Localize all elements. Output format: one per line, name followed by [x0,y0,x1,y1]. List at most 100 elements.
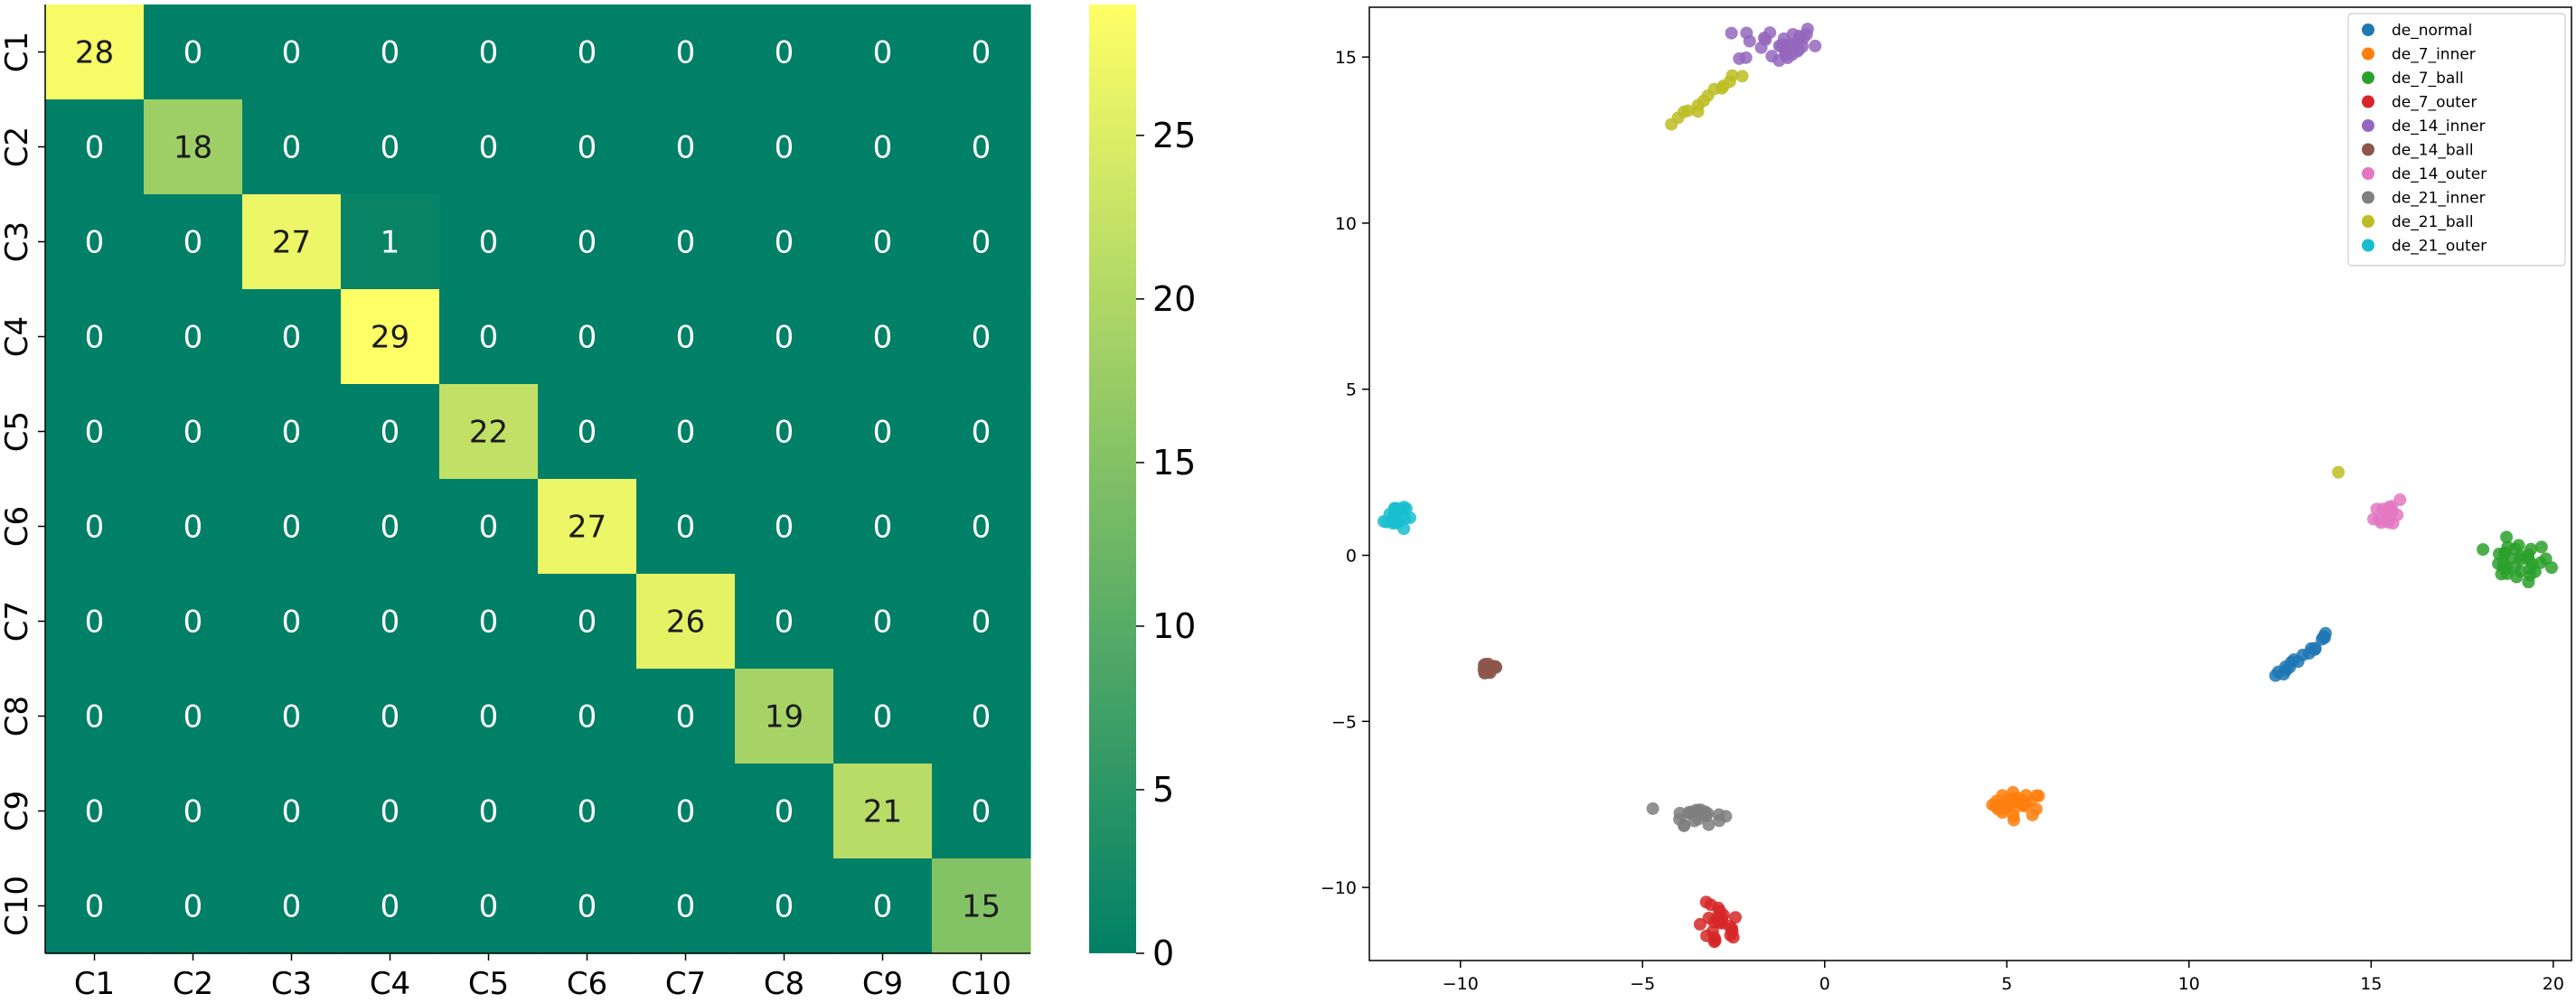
heatmap-cell [341,99,440,195]
cell-value: 0 [775,510,794,546]
legend-marker-de_21_inner [2362,191,2374,204]
cell-value: 0 [183,889,203,925]
legend-label: de_7_outer [2392,94,2477,112]
cell-value: 0 [282,605,302,641]
heatmap-cell [242,574,342,670]
cell-value: 0 [381,415,400,451]
heatmap-cell [242,289,342,385]
heatmap-y-tick-label: C9 [0,791,35,831]
series-de_21_outer [1377,501,1416,536]
colorbar-tick-label: 20 [1152,279,1196,319]
cell-value: 19 [765,699,804,736]
cell-value: 0 [183,35,203,71]
cell-value: 0 [183,605,203,641]
heatmap-cell [636,5,736,100]
scatter-point-de_7_outer [1726,931,1740,944]
heatmap-cell [538,858,637,954]
heatmap-cell [833,5,933,100]
scatter-point-de_14_outer [2370,502,2383,516]
scatter-point-de_14_inner [1725,26,1738,40]
colorbar-tick-label: 0 [1152,933,1174,973]
cell-value: 0 [381,605,400,641]
heatmap-cell [341,289,440,385]
heatmap-cell [341,858,440,954]
heatmap-cell [636,194,736,290]
cell-value: 21 [863,794,902,830]
confusion-matrix-heatmap: 28 0 0 0 0 0 0 0 0 0 0 18 0 0 0 0 0 0 0 0 0 0 27 1 0 0 0 0 0 0 0 0 0 29 0 0… [0,5,1031,1002]
cell-value: 0 [775,889,794,925]
legend-label: de_21_inner [2392,190,2486,208]
series-de_14_outer [2366,493,2407,530]
scatter-y-tick-label: 15 [1335,48,1357,68]
cell-value: 0 [85,605,105,641]
heatmap-y-tick-label: C4 [0,316,35,357]
heatmap-cell [735,764,834,859]
cell-value: 0 [183,225,203,261]
scatter-point-de_7_outer [1713,905,1726,918]
scatter-point-de_21_inner [1678,819,1691,832]
cell-value: 0 [676,225,696,261]
cell-value: 26 [666,605,705,641]
scatter-point-de_14_inner [1743,34,1756,48]
cell-value: 0 [578,225,597,261]
cell-value: 0 [775,320,794,356]
cell-value: 0 [578,889,597,925]
cell-value: 0 [85,510,105,546]
scatter-point-de_21_ball [1725,69,1739,82]
scatter-point-de_7_outer [1693,917,1706,931]
heatmap-cell [144,574,243,670]
scatter-point-de_21_inner [1646,801,1659,815]
scatter-point-de_14_inner [1754,41,1768,54]
scatter-y-tick-label: −5 [1331,712,1357,732]
heatmap-cell [341,194,440,290]
cell-value: 0 [676,794,696,830]
cell-value: 0 [282,889,302,925]
heatmap-cell [538,574,637,670]
scatter-point-de_7_ball [2500,530,2514,544]
scatter-point-de_7_ball [2545,561,2559,575]
cell-value: 0 [578,699,597,736]
cell-value: 0 [676,415,696,451]
scatter-point-de_14_outer [2382,511,2395,524]
scatter-x-tick-label: 20 [2543,974,2564,994]
tsne-scatter-plot: −10 −5 0 5 10 15 20 −10 −5 0 5 10 15 de_normal de_7_in… [1321,6,2572,994]
heatmap-cell [735,194,834,290]
scatter-point-de_7_inner [1991,802,2005,816]
cell-value: 0 [775,225,794,261]
cell-value: 0 [282,130,302,166]
cell-value: 0 [85,889,105,925]
scatter-point-de_21_outer [1397,522,1411,536]
cell-value: 0 [873,35,893,71]
cell-value: 0 [183,415,203,451]
heatmap-y-tick-label: C2 [0,127,35,167]
heatmap-cell [45,858,145,954]
heatmap-cell [833,384,933,480]
cell-value: 0 [972,699,992,736]
heatmap-cell [833,764,933,859]
cell-value: 0 [381,35,400,71]
cell-value: 0 [479,889,499,925]
heatmap-cell [932,5,1031,100]
legend-marker-de_7_inner [2362,47,2374,61]
cell-value: 0 [873,320,893,356]
cell-value: 0 [381,510,400,546]
cell-value: 0 [775,415,794,451]
scatter-x-tick-label: 0 [1819,974,1830,994]
cell-value: 28 [75,35,114,71]
heatmap-cell [144,289,243,385]
scatter-point-de_14_inner [1809,39,1822,52]
heatmap-cell [439,574,539,670]
scatter-point-de_14_ball [1479,658,1492,671]
heatmap-cell [144,194,243,290]
cell-value: 0 [578,605,597,641]
legend-marker-de_14_outer [2362,167,2374,180]
heatmap-cell [833,289,933,385]
colorbar-tick-label: 10 [1152,606,1196,646]
scatter-point-de_14_inner [1739,51,1753,64]
heatmap-y-tick-label: C3 [0,221,35,262]
heatmap-cell [636,669,736,764]
heatmap-cell [341,669,440,764]
scatter-y-tick-label: 0 [1346,547,1357,567]
heatmap-cell [932,764,1031,859]
cell-value: 0 [775,35,794,71]
